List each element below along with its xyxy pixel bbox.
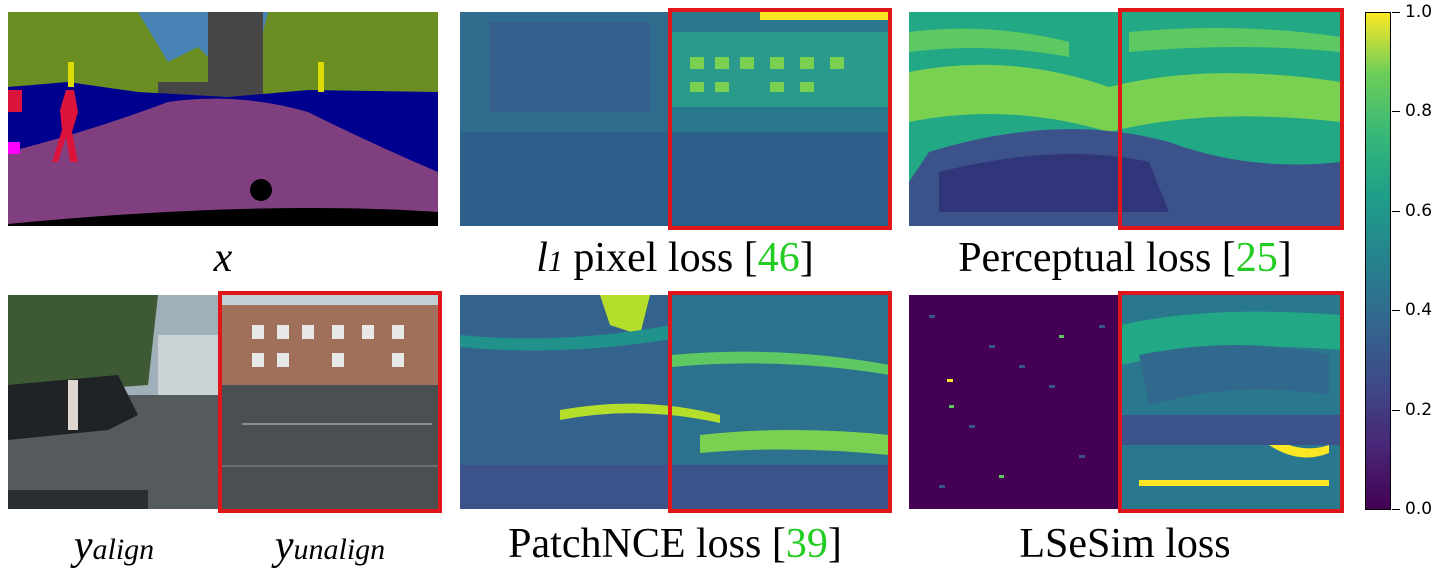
segmentation-map-image bbox=[8, 12, 438, 226]
reference-46: 46 bbox=[757, 235, 800, 281]
l1-loss-map bbox=[460, 12, 890, 226]
perceptual-loss-map bbox=[909, 12, 1341, 226]
colorbar-tick-label: 0.8 bbox=[1405, 101, 1433, 121]
colorbar-tick-mark-0.6 bbox=[1392, 211, 1400, 212]
colorbar-tick-label: 1.0 bbox=[1405, 2, 1433, 22]
y-unalign-photo bbox=[222, 295, 438, 509]
y-align-photo bbox=[8, 295, 220, 509]
colorbar bbox=[1365, 12, 1391, 510]
colorbar-tick-mark-0.2 bbox=[1392, 410, 1400, 411]
patchnce-loss-map bbox=[460, 295, 890, 509]
colorbar-tick-mark-0.8 bbox=[1392, 111, 1400, 112]
colorbar-tick-label: 0.4 bbox=[1405, 300, 1433, 320]
colorbar-tick-label: 0.2 bbox=[1405, 400, 1433, 420]
colorbar-tick-label: 0.6 bbox=[1405, 201, 1433, 221]
reference-25: 25 bbox=[1235, 235, 1278, 281]
reference-39: 39 bbox=[785, 521, 828, 567]
caption-l1-loss: l1 pixel loss [46] bbox=[536, 235, 814, 281]
caption-perceptual-loss: Perceptual loss [25] bbox=[958, 235, 1292, 281]
lsesim-loss-map bbox=[909, 295, 1341, 509]
colorbar-tick-mark-0.0 bbox=[1392, 509, 1400, 510]
caption-x: x bbox=[213, 235, 233, 281]
caption-patchnce-loss: PatchNCE loss [39] bbox=[508, 521, 842, 567]
colorbar-tick-mark-1.0 bbox=[1392, 12, 1400, 13]
caption-lsesim-loss: LSeSim loss bbox=[1019, 521, 1231, 567]
caption-y-align: yalign bbox=[73, 523, 155, 569]
caption-y-unalign: yunalign bbox=[274, 523, 386, 569]
colorbar-tick-label: 0.0 bbox=[1405, 499, 1433, 519]
colorbar-tick-mark-0.4 bbox=[1392, 310, 1400, 311]
